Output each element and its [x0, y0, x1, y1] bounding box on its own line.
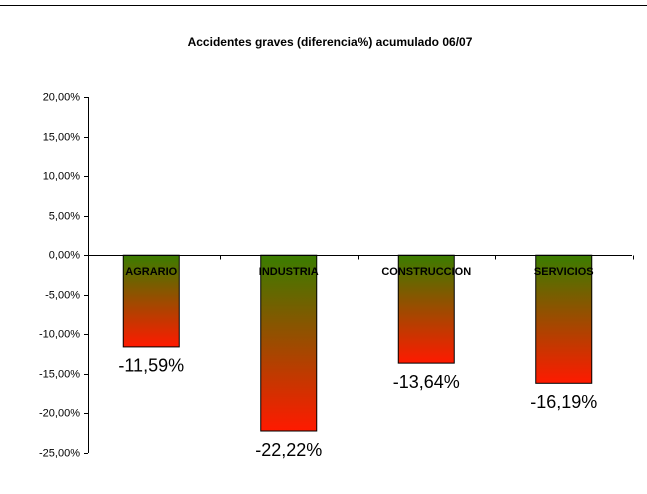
- value-label: -16,19%: [530, 392, 597, 412]
- y-tick-label: -10,00%: [39, 328, 80, 340]
- x-tick-label: INDUSTRIA: [259, 266, 319, 278]
- bar: [122, 254, 180, 348]
- bar: [260, 254, 318, 432]
- x-tick-label: CONSTRUCCION: [381, 266, 471, 278]
- y-tick-label: -5,00%: [45, 289, 80, 301]
- y-tick-label: -25,00%: [39, 447, 80, 459]
- y-tick-label: 10,00%: [43, 170, 81, 182]
- y-tick-label: 0,00%: [49, 249, 80, 261]
- x-tick-label: SERVICIOS: [534, 266, 594, 278]
- y-tick-label: -15,00%: [39, 368, 80, 380]
- value-label: -13,64%: [393, 372, 460, 392]
- value-label: -11,59%: [118, 356, 184, 376]
- y-tick-label: 20,00%: [43, 91, 81, 103]
- y-tick-label: -20,00%: [39, 407, 80, 419]
- y-tick-label: 15,00%: [43, 131, 81, 143]
- value-label: -22,22%: [255, 440, 322, 460]
- y-tick-label: 5,00%: [49, 210, 80, 222]
- chart-title: Accidentes graves (diferencia%) acumulad…: [188, 35, 473, 49]
- x-tick-label: AGRARIO: [125, 266, 177, 278]
